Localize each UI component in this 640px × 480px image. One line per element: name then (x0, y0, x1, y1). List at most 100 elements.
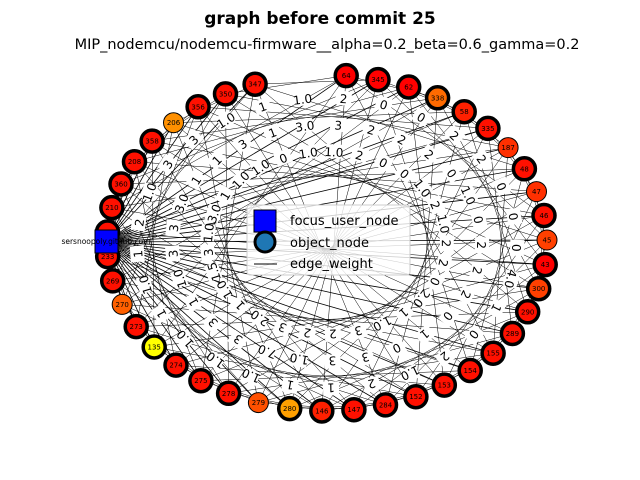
edge-label: 0 (425, 271, 446, 293)
object-node: 146 (309, 398, 335, 424)
edge-label: 1.5 (204, 260, 224, 283)
edge-label: 1 (280, 377, 300, 395)
object-node: 335 (475, 115, 501, 142)
object-node: 64 (333, 62, 359, 89)
edge-label-background (361, 120, 381, 139)
focus-user-node: sersnoopoly.github.com (61, 229, 151, 254)
edge-label-text: 0 (378, 97, 389, 113)
object-node-label: 345 (371, 76, 384, 84)
object-node-label: 335 (481, 125, 494, 133)
graph-edge (151, 93, 226, 142)
object-node-label: 208 (128, 158, 141, 166)
object-node-label: 152 (409, 393, 422, 401)
edge-label: 1 (182, 291, 203, 313)
edge-label-background (492, 176, 512, 197)
edge-label: 1.0 (370, 313, 394, 335)
object-node-circle (403, 383, 429, 410)
object-node-label: 210 (105, 204, 118, 212)
edge-label: 1.0 (139, 181, 160, 204)
edge-label: 0 (509, 239, 525, 257)
edge-label-background (295, 117, 314, 134)
object-node: 206 (163, 112, 184, 134)
edge-label: 2 (456, 284, 477, 306)
object-node-circle (424, 85, 451, 111)
edge-label-text: 0 (509, 244, 523, 252)
graph-edge (321, 288, 539, 412)
edge-label-background (200, 243, 216, 262)
edge-label-text: 3 (360, 349, 371, 364)
edge-label: 0 (394, 162, 416, 184)
object-node-label: 338 (431, 94, 444, 102)
edge-label: 0 (273, 148, 294, 168)
edge-label-text: 1.0 (201, 223, 217, 244)
edge-label-background (505, 207, 523, 226)
graph-edge (105, 241, 290, 409)
edge-label-text: 3 (353, 323, 364, 339)
edge-label: 0 (411, 106, 433, 127)
object-node-circle (341, 396, 367, 423)
edge-label: 2 (418, 143, 441, 165)
edge-label-background (252, 96, 273, 116)
edge-label: 3.0 (171, 192, 192, 215)
object-node-label: 46 (540, 212, 549, 220)
edge-label-background (174, 328, 196, 351)
edge-label-text: 2 (365, 123, 376, 139)
object-node: 155 (480, 340, 506, 366)
legend: focus_user_node object_node edge_weight (246, 204, 411, 276)
object-node-circle (247, 392, 269, 414)
edge-label: 2 (335, 90, 353, 106)
edge-label: 2 (444, 124, 466, 146)
object-node-label: 300 (532, 285, 545, 293)
edge-label-background (249, 156, 271, 178)
edge-label-background (240, 366, 261, 386)
edge-label-text: 2.0 (410, 286, 433, 310)
graph-edge (112, 280, 494, 354)
object-node: 269 (99, 268, 126, 294)
edge-label-background (444, 124, 466, 146)
edge-label: 0 (374, 95, 394, 114)
edge-label: 2 (130, 213, 147, 232)
graph-edge (444, 191, 537, 386)
edge-label-background (272, 318, 293, 338)
object-node: 345 (365, 66, 391, 93)
object-node-label: 284 (379, 401, 393, 409)
object-node: 278 (215, 380, 242, 407)
object-node: 358 (139, 128, 165, 154)
edge-label: 1 (393, 302, 415, 324)
graph-edge (289, 404, 386, 409)
edge-label-text: 1.0 (298, 145, 319, 162)
object-node-label: 280 (283, 405, 296, 413)
edge-label-background (204, 203, 223, 224)
object-node-circle (451, 98, 477, 125)
edge-label-background (349, 322, 369, 341)
edge-label-background (231, 133, 253, 154)
edge-label-background (459, 185, 479, 206)
graph-edge (197, 106, 259, 403)
edge-label-background (182, 291, 203, 313)
edge-label-text: 3.0 (294, 118, 315, 135)
graph-edge (258, 402, 354, 410)
object-node: 152 (403, 383, 429, 410)
edge-label-background (411, 288, 433, 310)
legend-object-node-label: object_node (290, 236, 369, 251)
edge-label-background (435, 253, 453, 273)
object-node-circle (499, 320, 526, 347)
object-node-circle (121, 148, 148, 175)
edge-label-background (373, 152, 394, 173)
edge-label: 0 (492, 176, 512, 197)
object-node-legend-marker (253, 230, 277, 254)
object-node-circle (532, 251, 558, 278)
object-node-label: 275 (194, 377, 207, 385)
graph-edge (228, 215, 545, 394)
edge-label-text: 2 (302, 325, 312, 340)
edge-label: 1 (414, 324, 436, 346)
edge-label: 1.0 (434, 213, 453, 235)
edge-label: 2 (471, 148, 493, 170)
edge-label-background (214, 184, 235, 206)
edge-label-background (324, 354, 341, 369)
edge-label-background (205, 149, 228, 171)
edge-label-text: 0 (470, 215, 485, 225)
object-node-label: 58 (460, 108, 469, 116)
edge-label-background (171, 193, 191, 213)
